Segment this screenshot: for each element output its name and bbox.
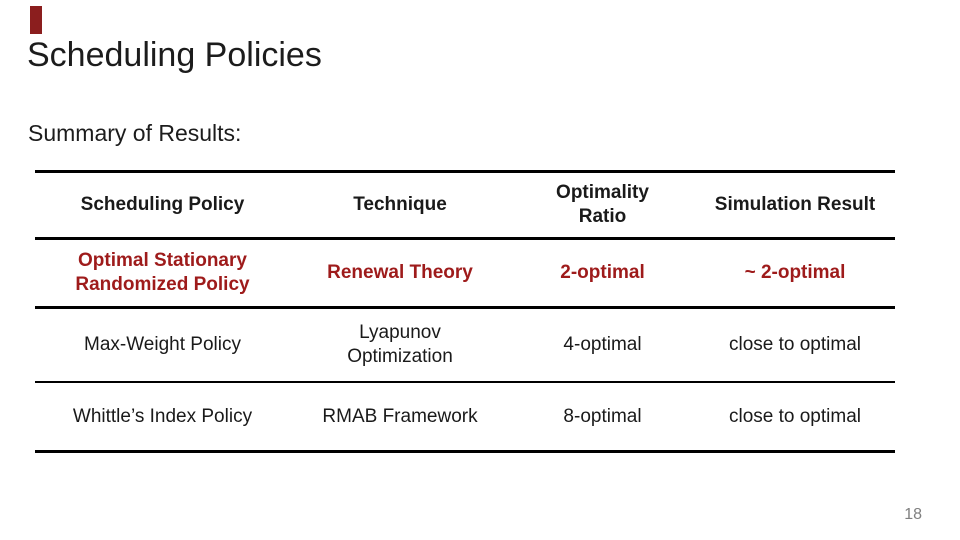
cell-simulation-result: ~ 2-optimal: [744, 262, 846, 284]
column-header-simulation-result: Simulation Result: [714, 194, 876, 216]
cell-technique: Renewal Theory: [327, 262, 473, 284]
page-number: 18: [904, 506, 922, 523]
cell-optimality-ratio: 8-optimal: [563, 405, 642, 427]
table-header-row: Scheduling Policy Technique Optimality R…: [35, 173, 895, 240]
slide-title: Scheduling Policies: [27, 36, 322, 74]
cell-policy: Whittle’s Index Policy: [72, 405, 253, 427]
accent-bar-decoration: [30, 6, 42, 34]
column-header-technique: Technique: [353, 194, 447, 216]
cell-simulation-result: close to optimal: [728, 405, 861, 427]
table-row-max-weight: Max-Weight Policy Lyapunov Optimization …: [35, 309, 895, 383]
cell-policy: Max-Weight Policy: [84, 334, 241, 356]
cell-simulation-result: close to optimal: [728, 334, 861, 356]
table-row-optimal-stationary: Optimal Stationary Randomized Policy Ren…: [35, 240, 895, 309]
cell-technique: Lyapunov Optimization: [347, 322, 453, 367]
table-row-whittles-index: Whittle’s Index Policy RMAB Framework 8-…: [35, 383, 895, 453]
cell-optimality-ratio: 4-optimal: [563, 334, 642, 356]
slide-subtitle: Summary of Results:: [28, 120, 242, 146]
cell-optimality-ratio: 2-optimal: [560, 262, 645, 284]
column-header-scheduling-policy: Scheduling Policy: [80, 194, 245, 216]
cell-technique: RMAB Framework: [322, 405, 478, 427]
cell-policy: Optimal Stationary Randomized Policy: [75, 250, 250, 295]
results-table: Scheduling Policy Technique Optimality R…: [35, 170, 895, 453]
column-header-optimality-ratio: Optimality Ratio: [556, 182, 649, 227]
